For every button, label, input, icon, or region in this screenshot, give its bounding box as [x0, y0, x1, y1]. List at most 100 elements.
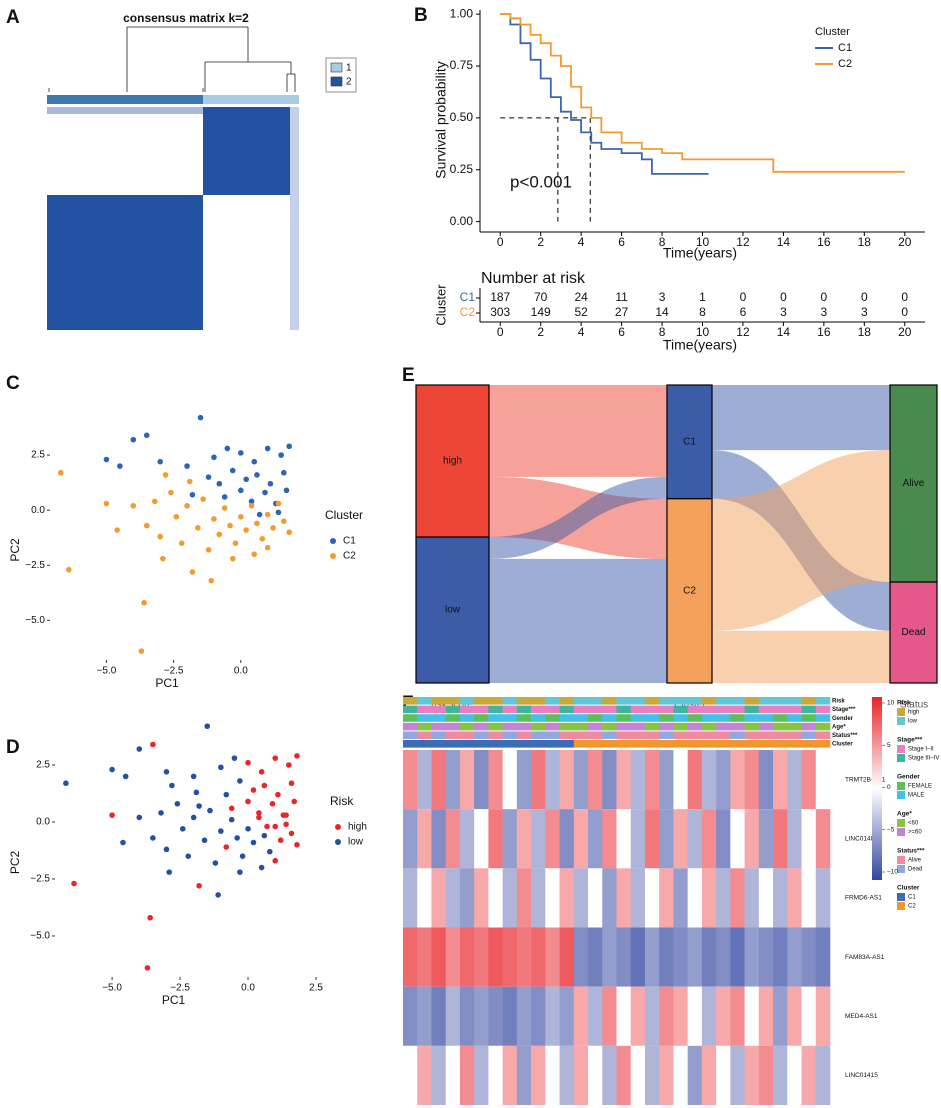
- annotation-cell: [815, 697, 831, 705]
- heat-cell: [630, 809, 646, 869]
- heat-cell: [758, 868, 774, 928]
- flow: [712, 385, 890, 451]
- point: [294, 841, 300, 848]
- row-name: C2: [460, 305, 476, 319]
- point: [248, 502, 255, 509]
- annotation-cell: [787, 697, 802, 705]
- y-tick-label: −2.5: [30, 874, 50, 885]
- annotation-cell: [815, 722, 831, 731]
- annotation-cell: [431, 731, 446, 739]
- annotation-cell: [644, 722, 660, 731]
- z-tick-label: −5: [887, 826, 895, 833]
- annotation-cell: [644, 740, 660, 748]
- dendrogram: [48, 26, 296, 92]
- row-label: FRMD6-AS1: [845, 895, 882, 902]
- risk-count: 3: [780, 305, 787, 319]
- legend-label: Stage III–IV: [908, 756, 939, 762]
- annotation-cell: [403, 722, 418, 731]
- point: [288, 830, 295, 837]
- annotation-cell: [502, 731, 518, 739]
- heat-cell: [644, 1045, 660, 1105]
- heat-cell: [545, 986, 560, 1046]
- x-tick-label: 14: [777, 325, 791, 339]
- annotation-cell: [815, 705, 831, 714]
- legend-swatch: [897, 828, 905, 836]
- heat-cell: [488, 1045, 503, 1105]
- point: [138, 648, 145, 654]
- annotation-cell: [459, 705, 475, 714]
- panel-label: D: [6, 737, 20, 758]
- annotation-cell: [659, 722, 674, 731]
- point: [174, 800, 181, 807]
- flow: [489, 385, 667, 477]
- point: [184, 463, 190, 469]
- z-tick-label: 0: [887, 784, 891, 791]
- annotation-cell: [801, 731, 817, 739]
- point: [227, 522, 233, 529]
- heat-cell: [630, 927, 646, 987]
- annotation-cell: [445, 731, 461, 739]
- heat-cell: [701, 1045, 717, 1105]
- heat-cell: [730, 750, 745, 810]
- heat-cell: [673, 986, 688, 1046]
- point: [147, 914, 153, 921]
- legend-swatch: [897, 754, 905, 762]
- heat-cell: [502, 1045, 518, 1105]
- annotation-cell: [744, 697, 760, 705]
- annotation-cell: [630, 705, 646, 714]
- point: [262, 489, 268, 496]
- heat-cell: [701, 927, 717, 987]
- heat-cell: [502, 809, 518, 869]
- x-tick-label: 0.0: [234, 666, 248, 677]
- risk-count: 3: [659, 290, 666, 304]
- heat-cell: [417, 809, 432, 869]
- point: [275, 791, 281, 798]
- heat-cell: [431, 750, 446, 810]
- point: [221, 505, 228, 511]
- point: [103, 500, 110, 507]
- annotation-cell: [616, 714, 632, 722]
- annotation-cell: [516, 705, 532, 714]
- heat-cell: [474, 1045, 489, 1105]
- heat-cell: [545, 750, 560, 810]
- chart-title: consensus matrix k=2: [123, 11, 249, 25]
- point: [232, 540, 239, 547]
- annotation-cell: [445, 705, 461, 714]
- point: [57, 469, 64, 476]
- annotation-cell: [815, 740, 831, 748]
- heat-cell: [673, 927, 688, 987]
- heat-cell: [573, 750, 589, 810]
- point: [269, 800, 276, 807]
- y-tick-label: 1.00: [450, 6, 474, 20]
- panel-label: A: [6, 7, 20, 28]
- annotation-cell: [616, 722, 632, 731]
- node-label: high: [443, 456, 462, 467]
- heat-cell: [730, 809, 745, 869]
- legend-swatch: [330, 62, 343, 73]
- heat-cell: [417, 868, 432, 928]
- heat-cell: [616, 986, 632, 1046]
- legend-label: C1: [908, 895, 916, 901]
- heat-cell: [758, 1045, 774, 1105]
- annotation-cell: [431, 714, 446, 722]
- x-tick-label: 0.0: [241, 983, 255, 994]
- heat-cell: [531, 750, 546, 810]
- annotation-cell: [516, 731, 532, 739]
- annotation-cell: [588, 731, 603, 739]
- annotation-cell: [502, 714, 518, 722]
- point: [272, 755, 279, 761]
- point: [238, 487, 244, 494]
- cluster-bar: [203, 95, 299, 104]
- heat-cell: [801, 927, 817, 987]
- annotation-cell: [787, 714, 802, 722]
- x-tick-label: 4: [578, 235, 585, 249]
- legend-label: C2: [343, 551, 356, 562]
- heat-cell: [531, 809, 546, 869]
- risk-count: 0: [901, 290, 908, 304]
- annotation-cell: [545, 714, 560, 722]
- heat-cell: [459, 750, 475, 810]
- annotation-cell: [531, 731, 546, 739]
- annotation-cell: [474, 714, 489, 722]
- point: [291, 798, 298, 805]
